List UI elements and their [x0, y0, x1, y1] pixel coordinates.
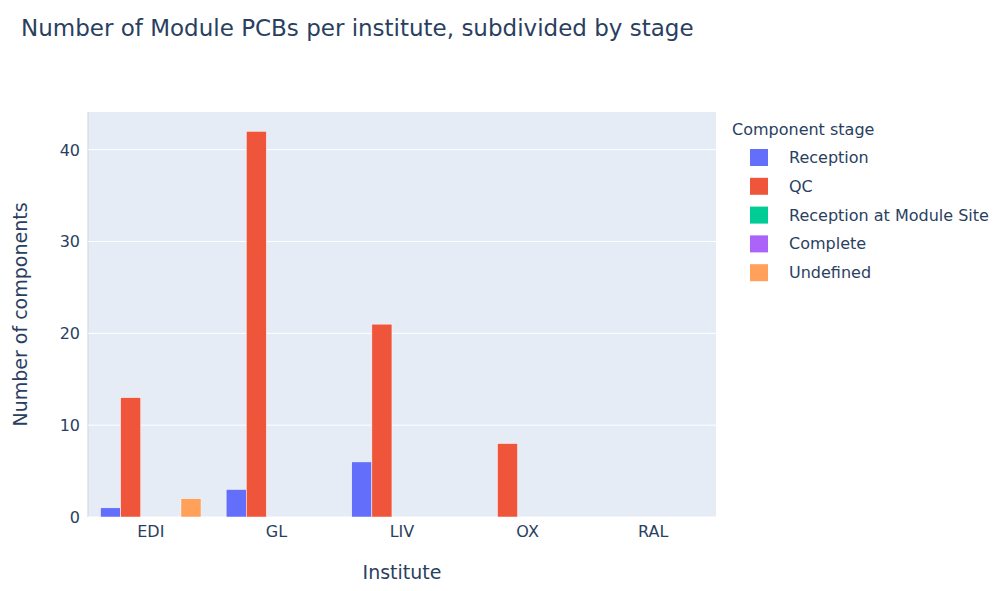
- bar[interactable]: [372, 324, 392, 517]
- y-tick-label: 10: [60, 416, 80, 435]
- legend-label[interactable]: Complete: [789, 234, 866, 253]
- legend-swatch[interactable]: [750, 207, 768, 224]
- legend-swatch[interactable]: [750, 235, 768, 252]
- legend-title: Component stage: [732, 120, 874, 139]
- legend: Component stage Reception QC Reception at M…: [732, 120, 989, 282]
- bar[interactable]: [558, 517, 578, 518]
- bar[interactable]: [266, 517, 286, 518]
- y-tick-label: 30: [60, 232, 80, 251]
- x-axis-title: Institute: [363, 561, 442, 583]
- legend-label[interactable]: QC: [789, 177, 813, 196]
- bar[interactable]: [392, 517, 412, 518]
- y-axis-line: [88, 112, 89, 517]
- y-tick-label: 0: [70, 508, 80, 527]
- grid-line: [88, 149, 716, 150]
- bar[interactable]: [477, 517, 497, 518]
- bar[interactable]: [161, 517, 181, 518]
- bar[interactable]: [663, 517, 683, 518]
- legend-swatch[interactable]: [750, 264, 768, 281]
- title: Number of Module PCBs per institute, sub…: [21, 15, 694, 41]
- y-tick-label: 40: [60, 141, 80, 160]
- bar[interactable]: [603, 517, 623, 518]
- bar[interactable]: [538, 517, 558, 518]
- bar[interactable]: [246, 131, 266, 517]
- bar[interactable]: [141, 517, 161, 518]
- x-tick-label: GL: [266, 522, 287, 541]
- legend-label[interactable]: Undefined: [789, 263, 871, 282]
- bar[interactable]: [226, 489, 246, 517]
- x-tick-label: RAL: [638, 522, 668, 541]
- legend-label[interactable]: Reception at Module Site: [789, 206, 989, 225]
- bar[interactable]: [412, 517, 432, 518]
- bars: [101, 131, 518, 517]
- chart: 0 10 20 30 40 EDI GL LIV OX RAL Number of Module P…: [0, 0, 998, 591]
- bar[interactable]: [432, 517, 452, 518]
- y-axis-title: Number of components: [9, 202, 31, 426]
- grid-line: [88, 333, 716, 334]
- plot-area: [88, 112, 716, 517]
- bar[interactable]: [623, 517, 643, 518]
- x-tick-label: OX: [516, 522, 539, 541]
- bar[interactable]: [286, 517, 306, 518]
- bar[interactable]: [307, 517, 327, 518]
- x-tick-label: LIV: [390, 522, 415, 541]
- legend-label[interactable]: Reception: [789, 148, 869, 167]
- bar[interactable]: [352, 462, 372, 517]
- bar[interactable]: [101, 508, 121, 517]
- legend-swatch[interactable]: [750, 149, 768, 166]
- bar[interactable]: [181, 499, 201, 517]
- bar[interactable]: [643, 517, 663, 518]
- legend-swatch[interactable]: [750, 178, 768, 195]
- x-tick-label: EDI: [137, 522, 164, 541]
- y-tick-label: 20: [60, 324, 80, 343]
- grid-line: [88, 241, 716, 242]
- bar[interactable]: [121, 398, 141, 517]
- bar[interactable]: [683, 517, 703, 518]
- bar[interactable]: [497, 444, 517, 517]
- grid-line: [88, 425, 716, 426]
- bar[interactable]: [518, 517, 538, 518]
